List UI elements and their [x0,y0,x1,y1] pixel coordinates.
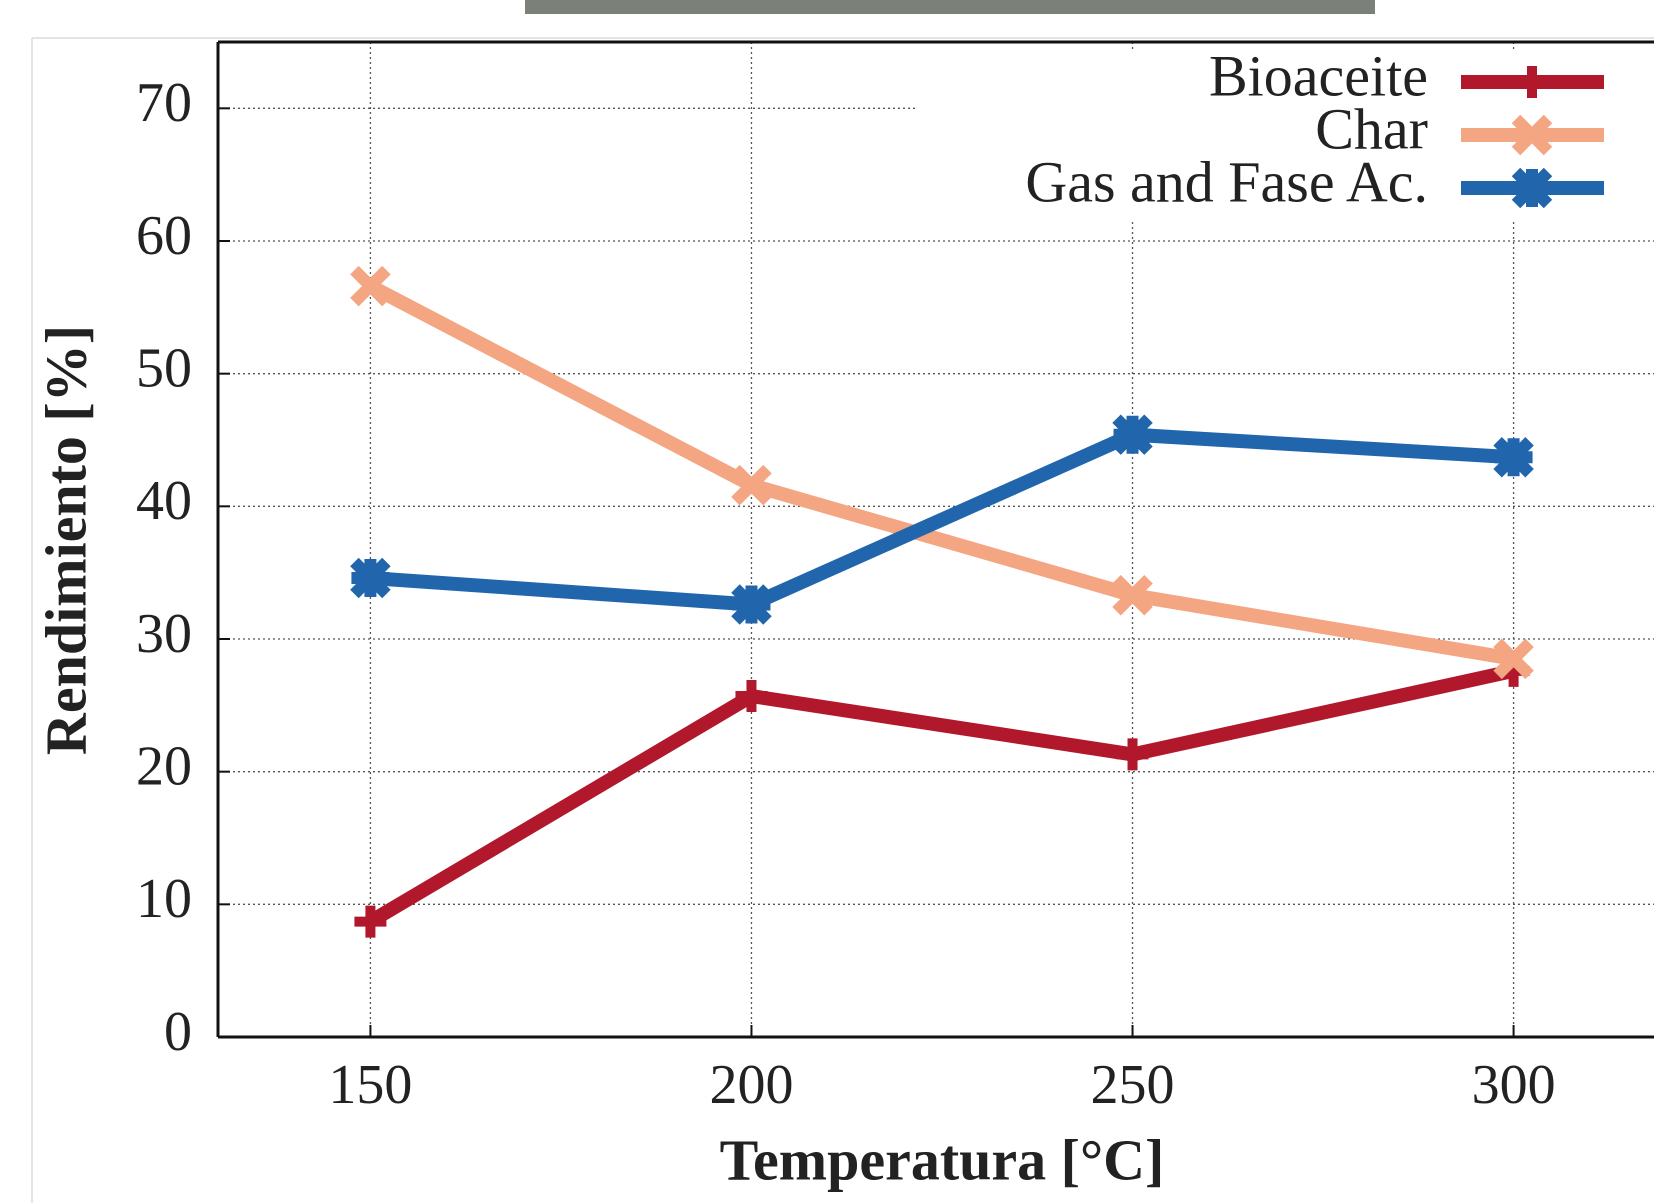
y-tick-label: 60 [136,205,192,267]
marker [735,680,768,713]
marker [1112,574,1153,616]
y-tick-label: 50 [136,338,192,400]
series-line [366,664,1516,928]
marker [350,557,391,599]
x-tick-label: 150 [328,1054,412,1116]
marker [1511,167,1553,209]
marker [354,905,387,938]
legend-label: Bioaceite [1209,43,1428,108]
x-tick-label: 300 [1472,1054,1556,1116]
marker [1493,437,1534,478]
marker [1112,414,1153,455]
marker [1516,66,1548,98]
x-axis-title: Temperatura [°C] [720,1127,1165,1192]
y-axis-title: Rendimiento [%] [33,325,98,755]
marker [350,265,391,307]
y-tick-label: 70 [136,72,192,134]
x-tick-label: 250 [1091,1054,1175,1116]
x-tick-label: 200 [709,1054,793,1116]
legend-label: Char [1315,96,1428,161]
y-tick-label: 10 [136,868,192,930]
marker [731,464,772,506]
y-tick-label: 40 [136,470,192,532]
legend-label: Gas and Fase Ac. [1025,149,1428,214]
marker [1116,738,1149,771]
marker [1511,114,1553,156]
marker [1493,638,1534,680]
series-line [367,279,1515,666]
photo-strip [525,0,1375,14]
y-tick-label: 30 [136,603,192,665]
y-tick-label: 20 [136,736,192,798]
y-tick-label: 0 [164,1001,192,1063]
series-line [369,427,1514,612]
marker [731,584,772,625]
